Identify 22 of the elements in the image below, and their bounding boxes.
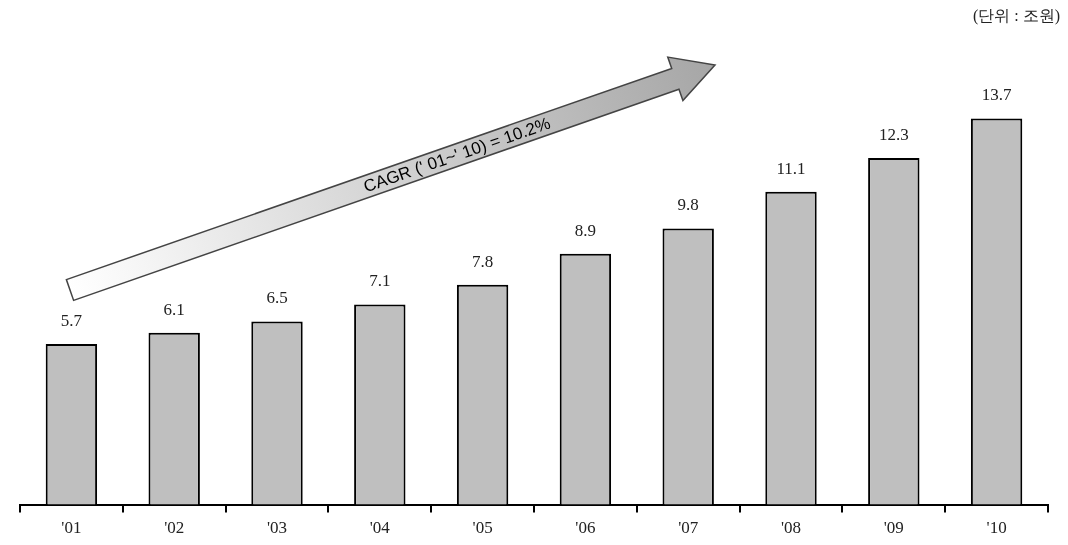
x-tick-label: '03 xyxy=(266,518,288,538)
data-label: 5.7 xyxy=(60,310,83,330)
data-label: 12.3 xyxy=(878,124,909,144)
data-label: 9.8 xyxy=(677,195,699,215)
x-tick-label: '10 xyxy=(986,518,1007,538)
x-tick-label: '08 xyxy=(780,518,802,538)
data-label: 7.8 xyxy=(471,251,494,271)
data-label: 13.7 xyxy=(981,85,1012,105)
x-tick-label: '02 xyxy=(164,518,185,538)
x-tick-label: '07 xyxy=(678,518,699,538)
data-label: 11.1 xyxy=(776,158,806,178)
data-label: 8.9 xyxy=(574,220,597,240)
x-tick-label: '04 xyxy=(369,518,391,538)
x-tick-label: '09 xyxy=(883,518,904,538)
x-tick-label: '06 xyxy=(575,518,596,538)
x-tick-label: '05 xyxy=(472,518,493,538)
text: (단위 : 조원) xyxy=(972,6,1060,27)
data-label: 6.1 xyxy=(163,299,185,319)
data-label: 6.5 xyxy=(266,288,288,308)
data-label: 7.1 xyxy=(369,271,391,291)
x-tick-label: '01 xyxy=(61,518,82,538)
annotation: CAGR (' 01~' 10) = 10.2% xyxy=(361,113,553,197)
